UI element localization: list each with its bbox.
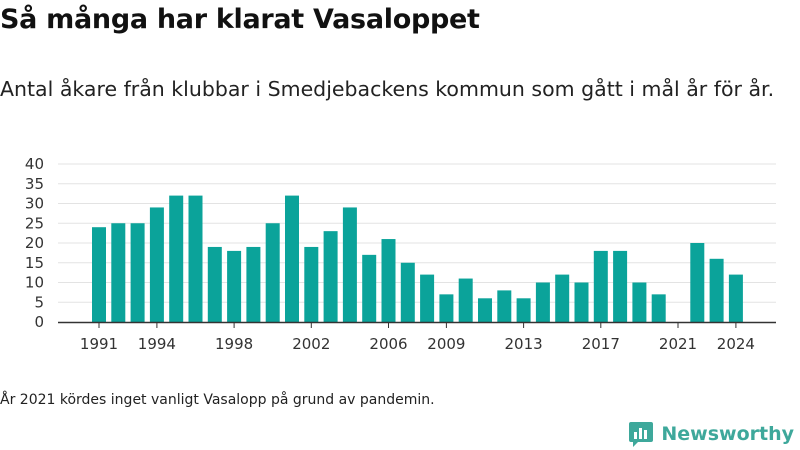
- gridlines: [58, 163, 776, 303]
- bar-2014: [535, 282, 550, 322]
- x-tick-label: 2021: [659, 335, 697, 353]
- bar-2003: [323, 231, 338, 322]
- bar-2007: [400, 262, 415, 322]
- bar-2024: [728, 274, 743, 322]
- bar-2009: [439, 294, 454, 322]
- x-tick-label: 1998: [215, 335, 253, 353]
- bar-1991: [92, 227, 106, 322]
- bar-2016: [574, 282, 589, 322]
- bar-1994: [149, 207, 164, 322]
- bar-2001: [285, 195, 299, 322]
- bar-1992: [111, 223, 126, 322]
- bar-1995: [169, 195, 184, 322]
- bar-2022: [690, 243, 705, 322]
- y-tick-label: 30: [25, 195, 44, 213]
- x-tick-label: 1994: [138, 335, 176, 353]
- x-tick-label: 2002: [292, 335, 330, 353]
- x-tick-label: 2009: [427, 335, 465, 353]
- x-axis-ticks: 1991 1994 1998 2002 2006 2009 2013 2017 2021 2024: [58, 321, 776, 353]
- bar-2018: [613, 250, 628, 322]
- y-tick-label: 20: [25, 234, 44, 252]
- bar-2012: [497, 290, 512, 322]
- y-tick-label: 35: [25, 175, 44, 193]
- brand-logo: Newsworthy: [628, 420, 794, 448]
- bar-2023: [709, 258, 724, 322]
- x-tick-label: 2013: [505, 335, 543, 353]
- y-tick-label: 0: [34, 313, 44, 331]
- bar-2011: [478, 298, 492, 322]
- newsworthy-logo-icon: [629, 422, 654, 447]
- brand-name: Newsworthy: [661, 423, 794, 445]
- bar-2017: [593, 250, 608, 322]
- y-tick-label: 40: [25, 155, 44, 173]
- chart-title: Så många har klarat Vasaloppet: [0, 4, 480, 35]
- footnote: År 2021 kördes inget vanligt Vasalopp på…: [0, 392, 435, 408]
- bar-2019: [632, 282, 647, 322]
- bar-1998: [227, 250, 242, 322]
- bar-2015: [555, 274, 570, 322]
- chart-subtitle: Antal åkare från klubbar i Smedjebackens…: [0, 77, 775, 101]
- x-tick-label: 1991: [80, 335, 118, 353]
- bar-2005: [362, 254, 377, 322]
- bar-1993: [130, 223, 145, 322]
- x-tick-label: 2017: [582, 335, 620, 353]
- bar-1997: [207, 246, 222, 322]
- y-tick-label: 25: [25, 214, 44, 232]
- y-tick-label: 5: [34, 293, 44, 311]
- bars: [92, 195, 743, 322]
- bar-2008: [420, 274, 435, 322]
- y-tick-label: 10: [25, 274, 44, 292]
- bar-2010: [458, 278, 473, 322]
- y-tick-label: 15: [25, 254, 44, 272]
- x-tick-label: 2006: [369, 335, 407, 353]
- x-tick-label: 2024: [717, 335, 755, 353]
- bar-2020: [651, 294, 666, 322]
- bar-2006: [381, 239, 396, 322]
- bar-2013: [516, 298, 531, 322]
- bar-2000: [265, 223, 280, 322]
- bar-2002: [304, 246, 319, 322]
- bar-2004: [342, 207, 357, 322]
- bar-1999: [246, 246, 261, 322]
- bar-1996: [188, 195, 203, 322]
